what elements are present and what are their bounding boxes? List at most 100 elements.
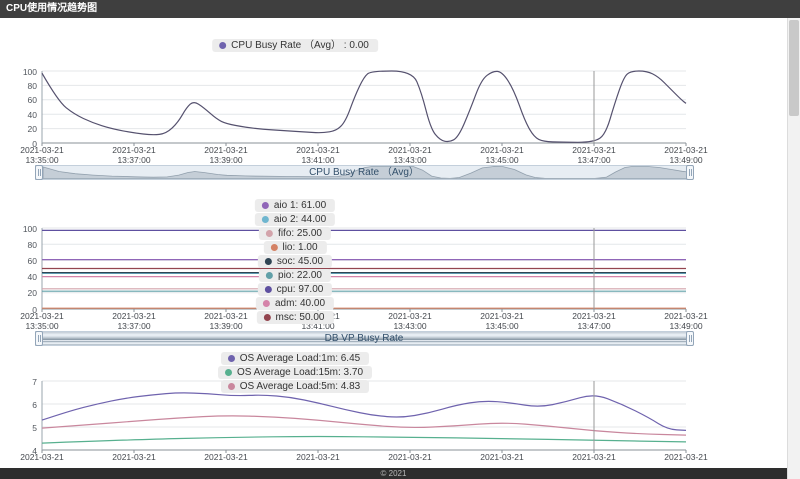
x-axis-label-date: 2021-03-21 (112, 452, 156, 462)
x-axis-label-date: 2021-03-21 (664, 311, 708, 321)
x-axis-label-date: 2021-03-21 (664, 145, 708, 155)
legend-item[interactable]: OS Average Load:15m: 3.70 (217, 366, 373, 379)
datazoom-slider[interactable]: CPU Busy Rate （Avg） (35, 165, 694, 180)
y-axis-label: 4 (32, 445, 37, 456)
x-axis-label-date: 2021-03-21 (20, 452, 64, 462)
legend-item[interactable]: lio: 1.00 (263, 241, 327, 254)
legend-color-dot-icon (266, 230, 274, 237)
legend-item[interactable]: msc: 50.00 (256, 311, 334, 324)
legend-color-dot-icon (227, 383, 235, 390)
x-axis-label: 2021-03-21 (286, 452, 350, 463)
legend-item[interactable]: pio: 22.00 (259, 269, 331, 282)
x-axis-label: 2021-03-21 (10, 452, 74, 463)
y-axis-label: 60 (27, 95, 37, 106)
y-axis-label: 100 (22, 223, 37, 234)
y-axis-label: 0 (32, 138, 37, 149)
x-axis-label-date: 2021-03-21 (296, 452, 340, 462)
legend-item[interactable]: soc: 45.00 (257, 255, 333, 268)
x-axis-label-time: 13:49:00 (669, 154, 703, 165)
slider-handle-left[interactable] (35, 165, 43, 180)
scrollbar-thumb[interactable] (789, 20, 799, 116)
legend-item[interactable]: aio 1: 61.00 (254, 199, 336, 212)
legend-stack: CPU Busy Rate （Avg） : 0.00 (212, 39, 378, 53)
legend-item-label: CPU Busy Rate （Avg） : 0.00 (231, 40, 369, 51)
legend-item[interactable]: fifo: 25.00 (259, 227, 331, 240)
y-axis-label: 6 (32, 399, 37, 410)
x-axis-label-date: 2021-03-21 (204, 452, 248, 462)
x-axis-label: 2021-03-21 (102, 452, 166, 463)
legend-item-label: aio 1: 61.00 (273, 200, 327, 211)
x-axis-label-date: 2021-03-21 (204, 311, 248, 321)
legend-color-dot-icon (266, 272, 274, 279)
x-axis-label-date: 2021-03-21 (480, 145, 524, 155)
page-title: CPU使用情况趋势图 (6, 3, 98, 14)
x-axis-label: 2021-03-21 13:43:00 (378, 311, 442, 331)
y-axis-label: 80 (27, 239, 37, 250)
legend-color-dot-icon (264, 258, 272, 265)
legend-item[interactable]: OS Average Load:1m: 6.45 (220, 352, 370, 365)
legend-color-dot-icon (224, 369, 232, 376)
legend-color-dot-icon (262, 300, 270, 307)
legend-item-label: soc: 45.00 (276, 256, 324, 267)
x-axis-label-time: 13:49:00 (669, 320, 703, 331)
x-axis-label-date: 2021-03-21 (388, 145, 432, 155)
x-axis-label-time: 13:45:00 (485, 154, 519, 165)
legend-item[interactable]: OS Average Load:5m: 4.83 (220, 380, 370, 393)
x-axis-label: 2021-03-21 13:49:00 (654, 145, 718, 165)
x-axis-label-date: 2021-03-21 (112, 145, 156, 155)
x-axis-label: 2021-03-21 13:47:00 (562, 311, 626, 331)
y-axis-label: 40 (27, 272, 37, 283)
x-axis-label-date: 2021-03-21 (480, 452, 524, 462)
legend-item-label: OS Average Load:1m: 6.45 (239, 353, 361, 364)
datazoom-shadow (42, 166, 688, 179)
x-axis-label: 2021-03-21 13:43:00 (378, 145, 442, 165)
x-axis-label-date: 2021-03-21 (572, 311, 616, 321)
x-axis-label-date: 2021-03-21 (572, 145, 616, 155)
x-axis-label-time: 13:41:00 (301, 320, 335, 331)
legend-item[interactable]: cpu: 97.00 (257, 283, 333, 296)
series-line-os-average-load-15m[interactable] (41, 435, 687, 444)
x-axis-label-time: 13:45:00 (485, 320, 519, 331)
datazoom-slider[interactable]: DB VP Busy Rate (35, 331, 694, 346)
legend-item-label: adm: 40.00 (274, 298, 326, 309)
series-line-cpu-busy-rate-avg[interactable] (41, 70, 687, 143)
legend-color-dot-icon (270, 244, 278, 251)
y-axis-label: 20 (27, 288, 37, 299)
x-axis-label: 2021-03-21 13:39:00 (194, 311, 258, 331)
y-axis-label: 7 (32, 376, 37, 387)
legend-item[interactable]: CPU Busy Rate （Avg） : 0.00 (212, 39, 378, 52)
legend-color-dot-icon (219, 42, 227, 49)
y-axis-label: 60 (27, 255, 37, 266)
x-axis-label-time: 13:47:00 (577, 320, 611, 331)
x-axis-label: 2021-03-21 13:35:00 (10, 145, 74, 165)
slider-handle-right[interactable] (686, 165, 694, 180)
x-axis-label: 2021-03-21 13:47:00 (562, 145, 626, 165)
x-axis-label: 2021-03-21 13:35:00 (10, 311, 74, 331)
legend-item[interactable]: adm: 40.00 (255, 297, 335, 310)
x-axis-label-date: 2021-03-21 (388, 452, 432, 462)
copyright-text: © 2021 (380, 469, 407, 478)
legend-item-label: cpu: 97.00 (276, 284, 324, 295)
legend-item-label: pio: 22.00 (278, 270, 322, 281)
series-line-os-average-load-5m[interactable] (41, 415, 687, 436)
x-axis-label: 2021-03-21 13:37:00 (102, 311, 166, 331)
legend-item[interactable]: aio 2: 44.00 (254, 213, 336, 226)
series-line-os-average-load-1m[interactable] (41, 392, 687, 431)
x-axis-label-time: 13:43:00 (393, 320, 427, 331)
legend-color-dot-icon (264, 286, 272, 293)
title-bar: CPU使用情况趋势图 (0, 0, 800, 18)
scrollbar-track[interactable] (787, 18, 800, 479)
x-axis-label-date: 2021-03-21 (664, 452, 708, 462)
x-axis-label-time: 13:37:00 (117, 320, 151, 331)
x-axis-label: 2021-03-21 13:45:00 (470, 145, 534, 165)
x-axis-label-time: 13:39:00 (209, 320, 243, 331)
x-axis-label-time: 13:43:00 (393, 154, 427, 165)
slider-handle-left[interactable] (35, 331, 43, 346)
x-axis-label-date: 2021-03-21 (388, 311, 432, 321)
slider-handle-right[interactable] (686, 331, 694, 346)
x-axis-label-date: 2021-03-21 (480, 311, 524, 321)
x-axis-label-date: 2021-03-21 (20, 311, 64, 321)
